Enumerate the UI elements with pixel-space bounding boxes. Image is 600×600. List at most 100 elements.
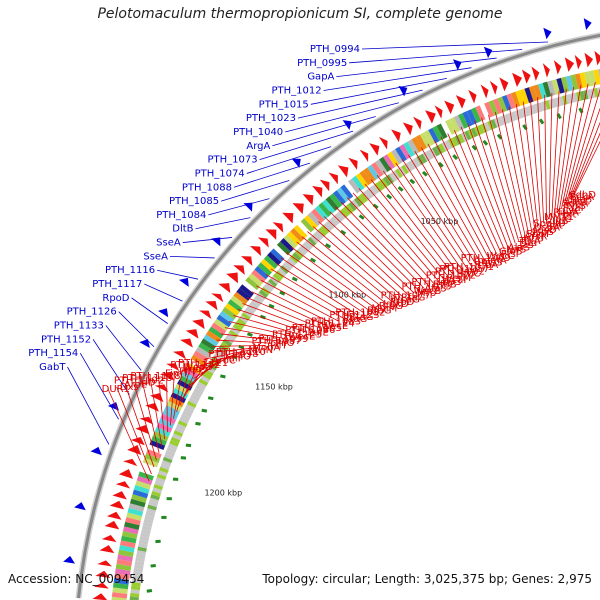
gene-leader-line	[312, 226, 399, 300]
cog-dot	[538, 118, 545, 125]
gene-label: WecE	[321, 321, 348, 332]
gene-label: MobA	[252, 343, 280, 354]
inner-feature	[339, 208, 349, 218]
gene-label: SseA	[143, 251, 168, 262]
gene-leader-line	[233, 162, 310, 188]
cog-feature	[174, 383, 191, 395]
gene-leader-line	[467, 123, 512, 246]
inner-feature	[503, 113, 511, 124]
inner-feature	[395, 168, 403, 179]
cog-feature	[156, 422, 173, 433]
cog-feature	[280, 238, 295, 252]
gene-label: PTH_1069	[461, 253, 511, 264]
inner-feature	[182, 410, 192, 418]
gene-leader-line	[310, 77, 447, 105]
reverse-gene-arrow	[109, 500, 125, 510]
cog-feature	[375, 159, 388, 175]
reverse-gene-arrow	[104, 520, 120, 530]
gene-label: Apt	[546, 221, 563, 232]
gene-label: PTH_1071	[444, 262, 494, 273]
gene-leader-line	[563, 82, 596, 206]
inner-feature	[362, 190, 371, 201]
gene-leader-line	[447, 133, 501, 252]
reverse-gene-arrow	[434, 105, 443, 119]
reverse-gene-arrow	[149, 393, 164, 403]
gene-label: PulE	[307, 327, 328, 338]
inner-feature	[310, 234, 320, 244]
cog-dot	[279, 290, 286, 296]
inner-feature	[383, 176, 392, 186]
gene-leader-line	[169, 255, 215, 259]
cog-feature	[183, 367, 200, 379]
inner-feature	[141, 525, 152, 532]
cog-dot	[219, 374, 226, 379]
cog-feature	[307, 211, 322, 227]
cog-dot	[482, 139, 489, 146]
reverse-gene-arrow	[521, 69, 531, 84]
reverse-gene-arrow	[480, 84, 489, 99]
cog-feature	[115, 563, 132, 571]
inner-feature	[138, 543, 148, 549]
reverse-gene-arrow	[106, 511, 122, 520]
gene-label: SdhA	[562, 199, 588, 210]
reverse-gene-arrow	[185, 329, 199, 339]
cog-feature	[276, 241, 291, 256]
gene-label: PTH_1133	[54, 321, 104, 332]
cog-feature	[248, 273, 263, 287]
cog-feature	[538, 82, 547, 99]
gene-label: Dxs	[120, 382, 139, 393]
gene-leader-line	[256, 285, 333, 324]
gene-label: PilO	[275, 338, 294, 349]
gene-label: PTH_1117	[92, 279, 142, 290]
inner-feature	[520, 107, 528, 118]
inner-feature	[320, 224, 330, 234]
inner-feature	[565, 94, 572, 104]
gene-label: PilT	[179, 367, 197, 378]
gene-leader-line	[221, 180, 290, 202]
gene-leader-line	[481, 117, 520, 241]
inner-feature	[531, 104, 538, 115]
inner-feature	[579, 90, 586, 101]
cog-dot	[246, 332, 253, 337]
gene-label: PTH_1072	[426, 271, 476, 282]
inner-feature	[160, 463, 170, 470]
gene-leader-line	[501, 109, 530, 235]
inner-feature	[261, 286, 271, 296]
forward-gene-arrow	[107, 402, 119, 411]
inner-feature	[155, 477, 166, 484]
gene-label: PTH_1075	[401, 282, 451, 293]
gene-label: PaaI	[563, 203, 584, 214]
gene-label: PilT	[270, 340, 288, 351]
gene-leader-line	[382, 170, 459, 274]
inner-feature	[351, 199, 360, 209]
gene-leader-line	[556, 87, 574, 213]
reverse-gene-arrow	[574, 54, 582, 70]
gene-leader-line	[548, 92, 553, 219]
gene-label: TldD	[132, 377, 156, 388]
cog-feature	[584, 71, 592, 87]
cog-feature	[471, 107, 482, 123]
inner-feature	[151, 490, 161, 497]
reverse-gene-arrow	[226, 272, 238, 284]
gene-leader-line	[389, 166, 464, 272]
inner-feature	[236, 317, 247, 327]
cog-feature	[475, 105, 486, 122]
cog-feature	[119, 540, 136, 548]
inner-feature	[153, 483, 164, 491]
inner-feature	[558, 96, 565, 106]
gene-label: PTH_1077	[381, 290, 431, 301]
gene-leader-line	[116, 386, 152, 475]
inner-feature	[137, 546, 147, 552]
cog-dot	[325, 243, 332, 249]
cog-dot	[231, 354, 238, 360]
cog-dot	[238, 344, 245, 350]
reverse-gene-arrow	[180, 338, 193, 348]
gene-label: AlaS	[424, 284, 446, 295]
cog-feature	[230, 295, 246, 309]
gene-label: RpoD	[102, 293, 129, 304]
cog-feature	[371, 162, 384, 178]
gene-label: PTH_1112	[170, 360, 220, 371]
inner-feature	[470, 127, 478, 138]
cog-feature	[462, 111, 473, 127]
cog-feature	[112, 582, 129, 590]
